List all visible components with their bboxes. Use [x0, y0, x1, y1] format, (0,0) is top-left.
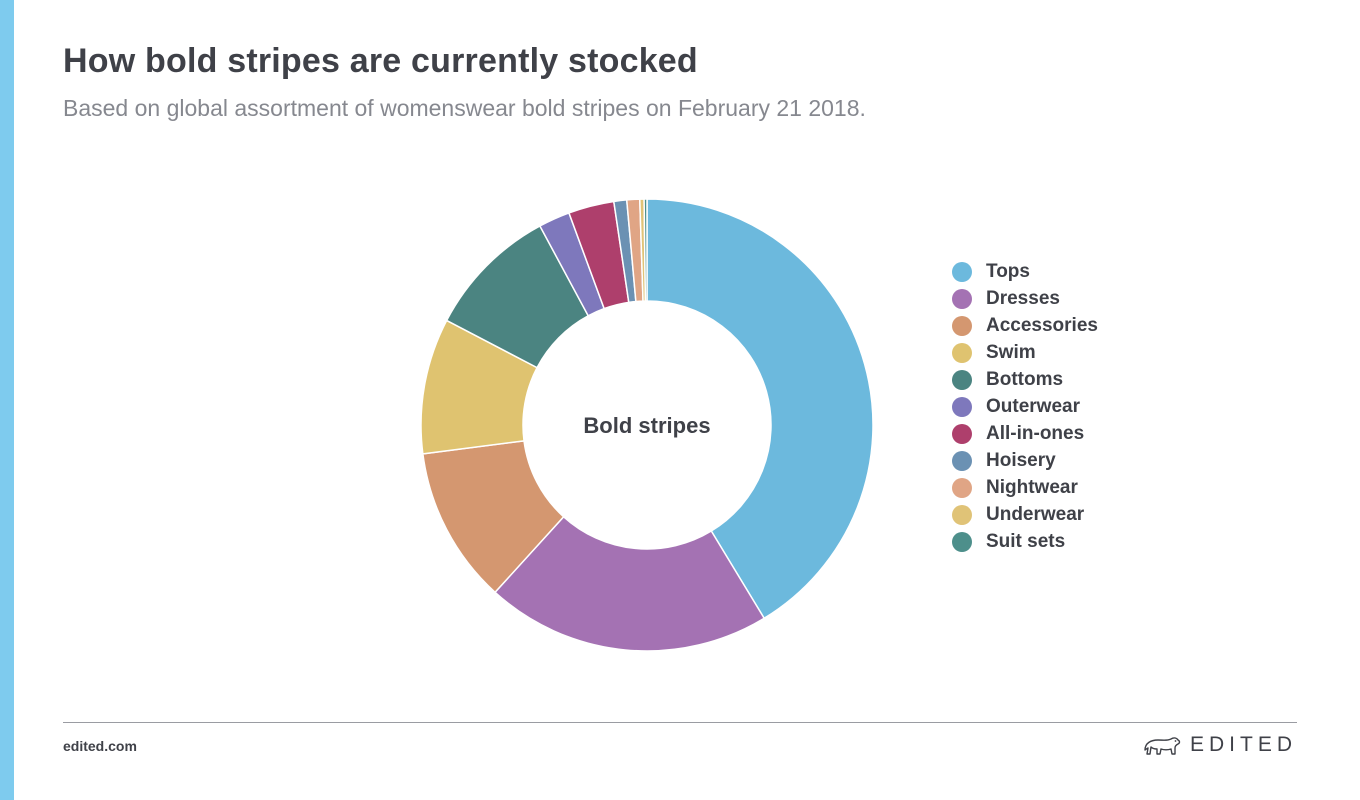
legend-swatch	[952, 315, 972, 336]
legend-swatch	[952, 369, 972, 390]
legend-label: All-in-ones	[986, 422, 1085, 444]
slice-tops[interactable]	[646, 198, 874, 620]
legend-item-tops[interactable]: Tops	[952, 258, 1098, 285]
legend-item-nightwear[interactable]: Nightwear	[952, 474, 1098, 501]
donut-center-label: Bold stripes	[583, 413, 710, 438]
chart-subtitle: Based on global assortment of womenswear…	[63, 95, 866, 121]
legend-swatch	[952, 477, 972, 498]
legend-item-suit-sets[interactable]: Suit sets	[952, 528, 1098, 555]
brand-logo: EDITED	[1142, 733, 1297, 757]
slice-suit-sets[interactable]	[643, 198, 648, 302]
legend-swatch	[952, 288, 972, 309]
legend-label: Tops	[986, 260, 1030, 282]
footer-website-link[interactable]: edited.com	[63, 738, 137, 754]
legend-item-bottoms[interactable]: Bottoms	[952, 366, 1098, 393]
legend-swatch	[952, 423, 972, 444]
legend-swatch	[952, 342, 972, 363]
legend-label: Bottoms	[986, 368, 1064, 390]
legend-label: Suit sets	[986, 530, 1066, 552]
legend-label: Nightwear	[986, 476, 1078, 498]
legend-item-hoisery[interactable]: Hoisery	[952, 447, 1098, 474]
legend-swatch	[952, 504, 972, 525]
polar-bear-icon	[1144, 737, 1181, 755]
legend-label: Accessories	[986, 314, 1098, 336]
accent-sidebar-stripe	[0, 0, 14, 800]
legend-item-outerwear[interactable]: Outerwear	[952, 393, 1098, 420]
brand-name: EDITED	[1189, 733, 1297, 756]
legend-item-underwear[interactable]: Underwear	[952, 501, 1098, 528]
legend-label: Hoisery	[986, 449, 1056, 471]
legend-label: Dresses	[986, 287, 1060, 309]
legend-swatch	[952, 261, 972, 282]
legend-label: Outerwear	[986, 395, 1080, 417]
legend-label: Swim	[986, 341, 1036, 363]
legend-item-swim[interactable]: Swim	[952, 339, 1098, 366]
legend-label: Underwear	[986, 503, 1085, 525]
legend-item-all-in-ones[interactable]: All-in-ones	[952, 420, 1098, 447]
donut-slices	[420, 198, 874, 652]
chart-title: How bold stripes are currently stocked	[63, 42, 698, 80]
legend-item-dresses[interactable]: Dresses	[952, 285, 1098, 312]
chart-legend: Tops Dresses Accessories Swim Bottoms Outerwe…	[952, 258, 1098, 555]
legend-swatch	[952, 450, 972, 471]
slice-dresses[interactable]	[494, 515, 766, 652]
legend-swatch	[952, 531, 972, 552]
legend-swatch	[952, 396, 972, 417]
footer-divider	[63, 722, 1297, 723]
legend-item-accessories[interactable]: Accessories	[952, 312, 1098, 339]
